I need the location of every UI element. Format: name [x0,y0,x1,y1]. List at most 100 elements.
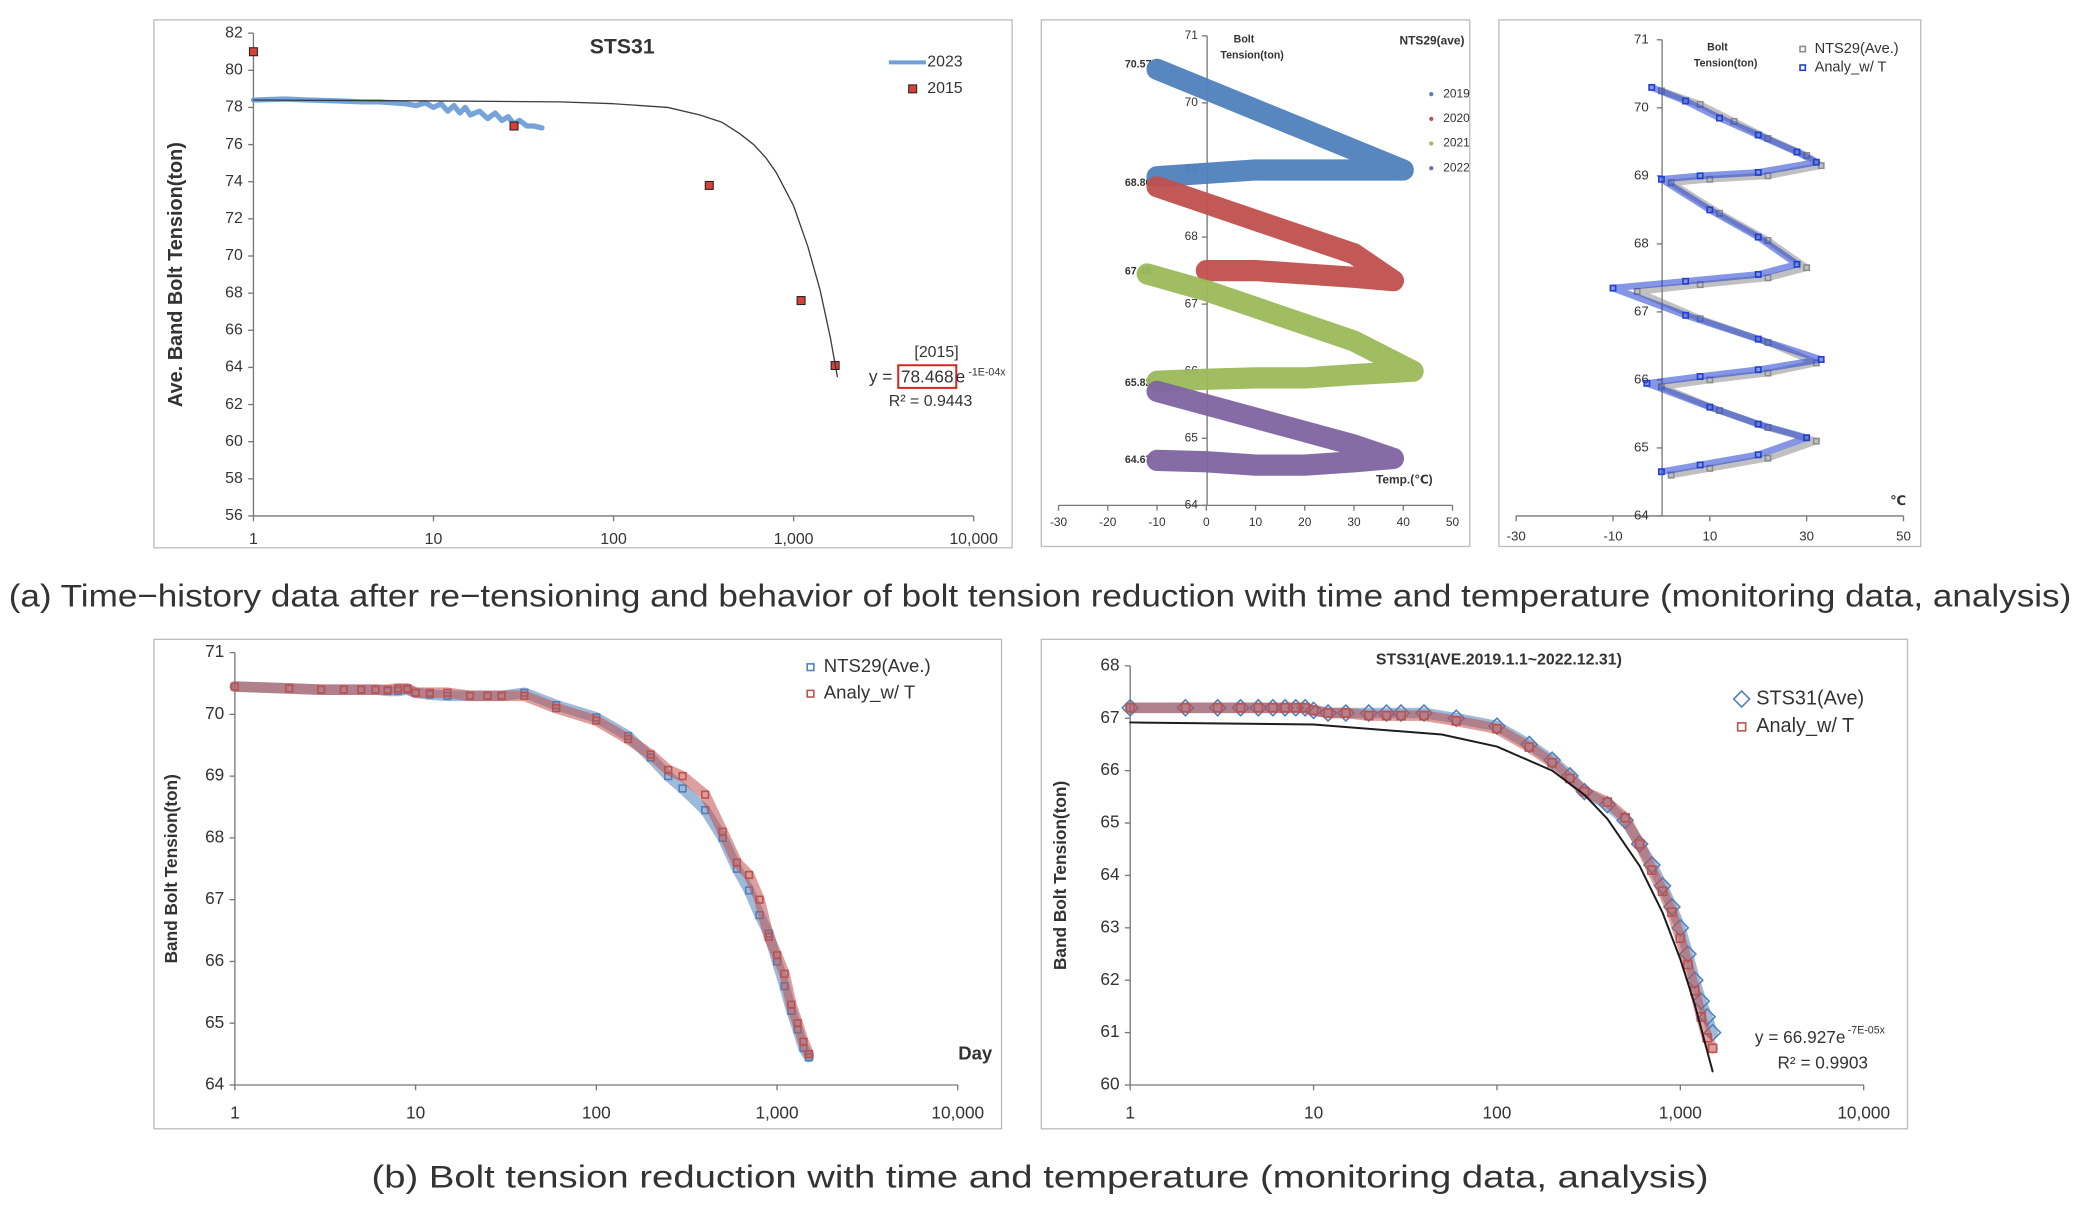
legend-label: NTS29(Ave.) [1815,41,1899,57]
y-tick-label: 72 [225,210,243,227]
marker [357,685,366,694]
marker [664,765,673,775]
y-tick-label: 61 [1100,1021,1119,1041]
series-line [1136,263,1424,392]
x-tick-label: 30 [1799,529,1814,544]
marker [520,691,529,700]
y-axis-label: Bolt [1234,34,1255,46]
series-line [1609,84,1825,476]
x-tick-label: 10 [1249,515,1263,529]
marker [1675,933,1686,944]
y-tick-label: 62 [1100,969,1119,989]
legend-label: NTS29(Ave.) [824,655,931,676]
y-tick-label: 80 [225,62,243,79]
marker [1180,702,1191,713]
y-tick-label: 66 [1100,759,1119,779]
x-tick-label: 20 [1298,515,1312,529]
marker [755,895,764,904]
legend-symbol [1799,64,1807,72]
x-tick-label: 0 [1203,515,1210,529]
x-tick-label: 10 [1304,1103,1323,1123]
legend-symbol [1736,722,1747,732]
marker [764,932,773,941]
series-line [1124,702,1718,1038]
legend-symbol [1429,141,1434,146]
trend-line [1129,721,1714,1073]
legend-symbol [806,689,815,698]
legend-symbol [1429,166,1434,171]
marker [1609,284,1617,292]
x-axis-label: Day [958,1042,993,1063]
y-tick-label: 71 [1634,31,1649,46]
marker [1308,705,1319,716]
marker [1657,468,1665,476]
marker [1754,168,1762,176]
y-tick-label: 66 [205,950,224,970]
annotation: 78.468 [901,367,954,387]
y-tick-label: 62 [225,396,243,413]
marker [744,870,754,880]
y-axis-label: Tension(ton) [1694,57,1757,69]
marker [1451,716,1462,726]
marker [1291,702,1301,713]
marker [1235,702,1246,713]
y-tick-label: 63 [1100,916,1119,936]
x-tick-label: 10 [406,1103,425,1123]
marker [1812,437,1820,445]
y-tick-label: 60 [1100,1074,1119,1094]
marker [1754,366,1762,374]
y-tick-label: 60 [225,433,243,450]
marker [230,682,239,691]
legend-label: 2021 [1443,136,1470,150]
marker [393,684,403,693]
chart-frame [153,638,1003,1130]
x-tick-label: 1 [230,1103,240,1123]
x-tick-label: -30 [1050,515,1068,529]
marker [1754,335,1762,343]
x-tick-label: 10,000 [949,531,998,548]
y-tick-label: 78 [225,99,243,116]
marker [1381,710,1392,721]
x-tick-label: 100 [600,531,627,548]
y-tick-label: 67 [205,888,224,908]
legend-label: Analy_w/ T [1815,60,1887,76]
series-line [1146,58,1414,188]
marker [732,858,742,867]
legend-label: 2020 [1443,111,1470,125]
marker [465,691,475,700]
x-tick-label: 30 [1347,515,1361,529]
legend-label: STS31(Ave) [1756,687,1864,709]
marker [371,685,380,694]
marker [1696,172,1704,180]
y-axis-label: Band Bolt Tension(ton) [1050,781,1070,970]
marker [1682,311,1690,319]
y-axis-label: Bolt [1707,42,1728,54]
marker [248,47,258,57]
marker [592,716,601,725]
marker [1803,434,1811,442]
y-tick-label: 76 [225,136,243,153]
marker [1706,403,1714,411]
x-tick-label: 10,000 [1837,1103,1890,1123]
marker [1682,97,1690,105]
y-tick-label: 68 [1100,654,1119,674]
y-tick-label: 67 [1634,303,1649,318]
chart-title: STS31 [590,35,655,58]
y-tick-label: 64 [205,1074,225,1094]
highlight-box [897,364,958,389]
marker [1363,710,1374,721]
legend-label: Analy_w/ T [824,682,915,704]
level-label: 65.82 [1125,377,1152,389]
marker [1657,886,1668,896]
series-line [229,681,815,1060]
marker [285,684,294,693]
x-tick-label: -30 [1507,529,1526,544]
marker [1793,148,1801,156]
annotation: e [956,367,966,387]
marker [1657,175,1665,183]
marker [1547,758,1557,768]
marker [425,688,435,697]
marker [804,1049,813,1059]
y-axis-label: Tension(ton) [1220,50,1283,62]
